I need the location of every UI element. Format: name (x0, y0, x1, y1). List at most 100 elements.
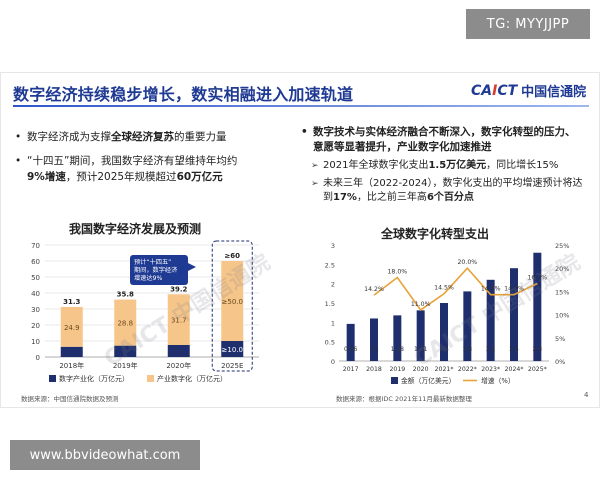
page-number: 4 (584, 391, 589, 399)
legend-label: 产业数字化（万亿元） (157, 374, 227, 383)
x-tick-label: 2024* (505, 366, 524, 373)
bar-industrial-digitalization (114, 299, 137, 346)
y-tick-label: 0 (36, 354, 40, 362)
y-tick-label: 70 (31, 242, 40, 250)
callout-box (130, 255, 188, 285)
watermark-bottom: www.bbvideowhat.com (10, 440, 200, 470)
x-tick-label: 2025* (528, 366, 547, 373)
y-right-tick-label: 0% (555, 358, 565, 366)
x-tick-label: 2017 (343, 366, 359, 373)
line-value-label: 20.0% (458, 259, 478, 266)
bar-digital-industrialization (221, 341, 244, 357)
caict-logo-mark: CAICT (471, 82, 518, 99)
y-tick-label: 10 (31, 338, 40, 346)
bullet-dot: • (15, 131, 22, 143)
caict-logo-text: 中国信通院 (521, 85, 587, 100)
y-right-tick-label: 20% (555, 265, 569, 273)
x-tick-label: 2023* (481, 366, 500, 373)
y-tick-label: 30 (31, 306, 40, 314)
left-bullet-2: • “十四五”期间，我国数字经济有望维持年均约 9%增速，预计2025年规模超过6… (15, 155, 238, 183)
title-rule (13, 105, 589, 107)
source-note-right: 数据来源：根据IDC 2021年11月最新数据整理 (336, 395, 472, 403)
line-value-label: 14.2% (364, 286, 384, 293)
total-value-label: 31.3 (63, 298, 80, 306)
spending-bar (533, 252, 542, 361)
x-tick-label: 2021* (435, 366, 454, 373)
y-left-tick-label: 2.5 (325, 261, 335, 269)
bar-value-label: 2.1 (486, 346, 496, 353)
slide-title: 数字经济持续稳步增长，数实相融进入加速轨道 (13, 85, 354, 104)
y-left-tick-label: 0 (331, 358, 335, 366)
y-tick-label: 40 (31, 290, 40, 298)
right-sub-bullet-2: ➢ 未来三年（2022-2024），数字化支出的平均增速预计将达 到17%，比之前… (311, 178, 583, 203)
spending-bar (486, 279, 495, 361)
bar-industrial-digitalization (167, 294, 190, 345)
segment-value-label: ≥10.0 (222, 346, 243, 354)
x-tick-label: 2019 (389, 366, 405, 373)
bar-digital-industrialization (60, 346, 83, 357)
callout-text: 期间，数字经济 (134, 266, 178, 274)
bar-value-label: 1.18 (391, 346, 405, 353)
y-right-tick-label: 25% (555, 242, 569, 250)
bar-industrial-digitalization (60, 306, 83, 347)
y-left-tick-label: 1 (331, 319, 335, 327)
spending-bar (440, 303, 448, 361)
bar-digital-industrialization (167, 345, 190, 357)
right-bullets: • 数字技术与实体经济融合不断深入，数字化转型的压力、 意愿等显著提升，产业数字化… (301, 125, 591, 205)
callout-pointer (188, 263, 196, 271)
line-value-label: 16.7% (528, 275, 548, 282)
callout-text: 预计“十四五” (134, 258, 171, 266)
bar-value-label: 1.1 (369, 346, 379, 353)
bar-value-label: 1.31 (414, 346, 428, 353)
left-bullet-1: • 数字经济成为支撑全球经济复苏的重要力量 (15, 131, 227, 143)
x-tick-label: 2020年 (166, 361, 191, 370)
line-value-label: 14.5% (434, 285, 454, 292)
spending-bar (370, 318, 378, 361)
line-value-label: 14.3% (504, 286, 524, 293)
y-right-tick-label: 5% (555, 335, 565, 343)
total-value-label: 35.8 (117, 291, 134, 299)
bar-value-label: 0.96 (344, 346, 358, 353)
total-value-label: 39.2 (170, 285, 187, 293)
legend-label: 金额（万亿美元） (401, 376, 455, 385)
x-tick-label: 2018年 (59, 361, 84, 370)
legend-label: 数字产业化（万亿元） (59, 374, 129, 383)
x-tick-label: 2019年 (113, 361, 138, 370)
bar-value-label: 1.8 (463, 346, 473, 353)
forecast-dashed-box (211, 240, 253, 372)
spending-bar (510, 268, 518, 361)
bullet-dot: • (15, 155, 22, 167)
y-left-tick-label: 3 (331, 242, 335, 250)
y-tick-label: 20 (31, 322, 40, 330)
segment-value-label: 24.9 (64, 324, 80, 332)
watermark-top: TG: MYYJJPP (466, 9, 590, 39)
source-note-left: 数据来源：中国信通院数据及预测 (21, 395, 119, 403)
legend-label: 增速（%） (481, 376, 515, 385)
bar-industrial-digitalization (221, 261, 244, 341)
right-chart-title: 全球数字化转型支出 (381, 227, 490, 241)
y-tick-label: 60 (31, 258, 40, 266)
x-tick-label: 2022* (458, 366, 477, 373)
arrow-bullet-icon: ➢ (311, 179, 319, 189)
slide: 数字经济持续稳步增长，数实相融进入加速轨道 CAICT 中国信通院 • 数字经济… (0, 72, 600, 408)
legend-swatch (49, 375, 56, 382)
segment-value-label: 31.7 (171, 317, 187, 325)
bullet-dot: • (301, 126, 308, 138)
spending-bar (463, 291, 472, 361)
segment-value-label: ≥50.0 (222, 298, 243, 306)
line-value-label: 14.3% (481, 286, 501, 293)
y-left-tick-label: 2 (331, 281, 335, 289)
bar-value-label: 2.4 (509, 346, 519, 353)
left-bullets: • 数字经济成为支撑全球经济复苏的重要力量 • “十四五”期间，我国数字经济有望… (15, 129, 285, 193)
segment-value-label: 28.8 (117, 320, 133, 328)
bar-value-label: 1.5 (439, 346, 449, 353)
y-right-tick-label: 10% (555, 312, 569, 320)
arrow-bullet-icon: ➢ (311, 161, 319, 171)
spending-bar (393, 315, 402, 361)
spending-bar (346, 323, 355, 361)
x-tick-label: 2018 (366, 366, 382, 373)
line-value-label: 18.0% (388, 268, 408, 275)
global-digital-spending-chart: 0 0.5 1 1.5 2 2.5 3 0% 5% 10% 15% 20% 25% 0.96 2017 1.1… (325, 242, 570, 385)
line-value-label: 11.0% (411, 301, 431, 308)
